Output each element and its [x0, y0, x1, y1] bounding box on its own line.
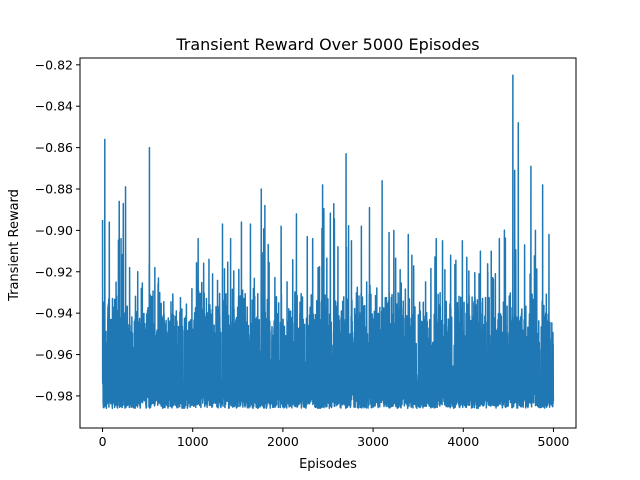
plot-frame: [79, 57, 577, 429]
plot-area: [79, 57, 577, 429]
data-series-line: [101, 74, 555, 410]
y-axis-label: Transient Reward: [7, 189, 22, 302]
x-tick-label: 0: [99, 434, 107, 449]
y-tick-label: −0.88: [35, 181, 73, 196]
y-tick-label: −0.86: [35, 140, 73, 155]
y-tick-label: −0.82: [35, 57, 73, 72]
chart-title: Transient Reward Over 5000 Episodes: [175, 35, 479, 54]
x-tick-label: 4000: [447, 434, 479, 449]
y-tick-label: −0.84: [35, 99, 73, 114]
y-tick-label: −0.98: [35, 388, 73, 403]
x-tick-label: 1000: [177, 434, 209, 449]
y-tick-label: −0.94: [35, 306, 73, 321]
x-tick-label: 5000: [538, 434, 570, 449]
x-axis: 0 1000 2000 3000 4000 5000: [99, 428, 570, 449]
y-tick-label: −0.90: [35, 223, 73, 238]
y-tick-label: −0.92: [35, 264, 73, 279]
y-tick-label: −0.96: [35, 347, 73, 362]
x-axis-label: Episodes: [299, 457, 357, 472]
x-tick-label: 2000: [267, 434, 299, 449]
y-axis: −0.98 −0.96 −0.94 −0.92 −0.90 −0.88 −0.86 −0.84…: [35, 57, 80, 403]
x-tick-label: 3000: [357, 434, 389, 449]
